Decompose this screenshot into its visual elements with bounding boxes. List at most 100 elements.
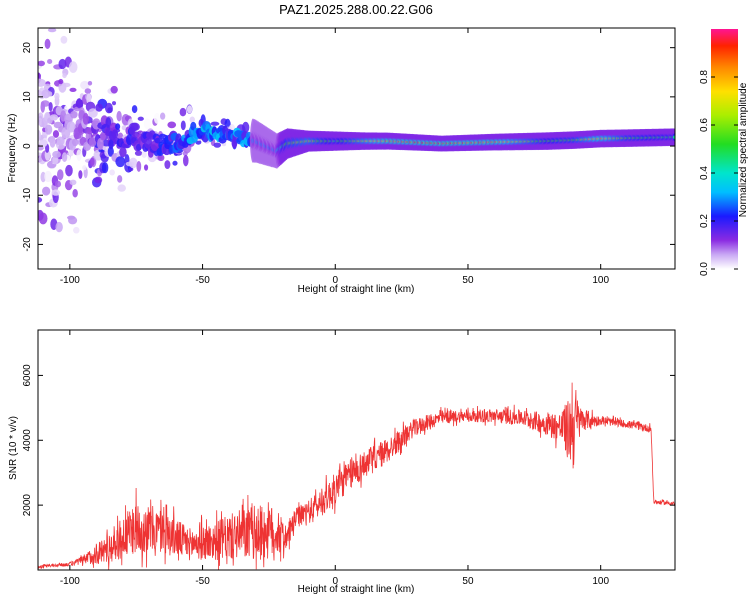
spectrogram-blob [80, 80, 90, 90]
spectrogram-blob [213, 142, 222, 148]
spectrogram-blob [66, 121, 76, 133]
spectrogram-blob [44, 124, 53, 135]
snr-panel: -100 -50 0 50 100 2000 4000 6000 Height of str… [8, 329, 676, 595]
spectrogram-blob [48, 101, 53, 112]
spectrogram-y-label: Frequency (Hz) [7, 114, 18, 183]
y-tick-label: 6000 [22, 364, 33, 387]
y-tick-label: 2000 [22, 494, 33, 517]
spectrogram-blob [88, 137, 97, 147]
spectrogram-blob [82, 165, 87, 171]
spectrogram-x-label: Height of straight line (km) [298, 284, 415, 295]
spectrogram-blob [121, 125, 127, 131]
spectrogram-blob [39, 139, 48, 147]
x-tick-label: -100 [60, 576, 80, 587]
spectrogram-blob [55, 221, 63, 233]
y-tick-label: -10 [22, 188, 33, 203]
spectrogram-blob [109, 169, 115, 176]
spectrogram-blob [88, 108, 98, 118]
spectrogram-blob [108, 139, 114, 150]
spectrogram-blob [76, 149, 82, 161]
spectrogram-blob [141, 151, 147, 158]
spectrogram-blob [172, 160, 178, 166]
spectrogram-y-ticks: -20 -10 0 10 20 [22, 42, 675, 252]
spectrogram-blob [52, 156, 59, 165]
y-tick-label: -20 [22, 237, 33, 252]
spectrogram-blob [129, 157, 138, 169]
spectrogram-blob [167, 121, 177, 129]
spectrogram-blob [41, 282, 49, 289]
spectrogram-blob [116, 110, 122, 122]
spectrogram-blob [41, 89, 51, 99]
spectrogram-blob [56, 136, 65, 146]
spectrogram-blob [144, 164, 149, 171]
spectrogram-blob [164, 160, 171, 169]
spectrogram-blob [70, 110, 78, 119]
spectrogram-blob [96, 138, 104, 150]
snr-y-label: SNR (10 * v/v) [8, 416, 19, 480]
x-tick-label: 100 [592, 275, 609, 286]
spectrogram-blob [38, 129, 42, 142]
spectrogram-blob [153, 112, 160, 124]
spectrogram-blob [51, 189, 61, 196]
spectrogram-blob [87, 81, 93, 86]
spectrogram-blob [58, 58, 67, 70]
y-tick-label: 4000 [22, 429, 33, 452]
colorbar-gradient [711, 29, 738, 269]
y-tick-label: 0 [22, 143, 33, 149]
spectrogram-blob [183, 154, 189, 167]
spectrogram-blob [179, 107, 187, 117]
spectrogram-blob [40, 171, 46, 183]
spectrogram-blob [38, 60, 45, 67]
snr-frame [37, 329, 676, 571]
chart-title: PAZ1.2025.288.00.22.G06 [279, 2, 433, 17]
y-tick-label: 10 [22, 91, 33, 103]
spectrogram-blob [110, 85, 118, 94]
spectrogram-blob [105, 117, 112, 129]
spectrogram-blob [49, 135, 56, 148]
spectrogram-blob [143, 118, 151, 130]
spectrogram-blob [61, 152, 68, 163]
spectrogram-blob [60, 35, 68, 44]
spectrogram-blob [40, 100, 50, 107]
spectrogram-blob [94, 176, 103, 184]
spectrogram-blob [100, 131, 106, 141]
spectrogram-blob [54, 92, 60, 100]
spectrogram-blob [47, 12, 55, 17]
spectrogram-blob [134, 150, 143, 156]
snr-series-line [38, 382, 675, 570]
spectrogram-blob [65, 164, 73, 177]
spectrogram-blob [117, 184, 126, 192]
spectrogram-blob [47, 28, 57, 33]
spectrogram-blob [144, 137, 153, 149]
x-tick-label: 50 [462, 576, 474, 587]
spectrogram-blob [104, 102, 113, 114]
colorbar-tick-label: 0.8 [699, 70, 710, 84]
spectrogram-blob [119, 146, 127, 158]
spectrogram-blobs [38, 12, 675, 289]
spectrogram-blob [57, 169, 64, 181]
spectrogram-blob [69, 179, 77, 186]
spectrogram-blob [189, 116, 195, 123]
spectrogram-blob [111, 101, 117, 106]
spectrogram-frame [37, 27, 676, 270]
colorbar-tick-label: 0.4 [699, 166, 710, 180]
spectrogram-blob [210, 121, 220, 126]
spectrogram-blob [73, 226, 80, 234]
x-tick-label: 50 [462, 275, 474, 286]
colorbar-ticks: 0.0 0.2 0.4 0.6 0.8 [699, 70, 738, 276]
x-tick-label: 100 [592, 576, 609, 587]
snr-x-ticks: -100 -50 0 50 100 [60, 330, 609, 587]
spectrogram-blob [82, 112, 89, 125]
spectrogram-blob [136, 160, 142, 172]
x-tick-label: -50 [195, 576, 210, 587]
spectrogram-blob [157, 154, 165, 162]
spectrogram-blob [38, 72, 41, 79]
spectrogram-blob [52, 130, 60, 138]
spectrogram-blob [54, 180, 62, 188]
spectrogram-blob [74, 132, 82, 140]
spectrogram-blob [84, 88, 92, 94]
x-tick-label: -100 [60, 275, 80, 286]
spectrogram-blob [111, 129, 119, 139]
